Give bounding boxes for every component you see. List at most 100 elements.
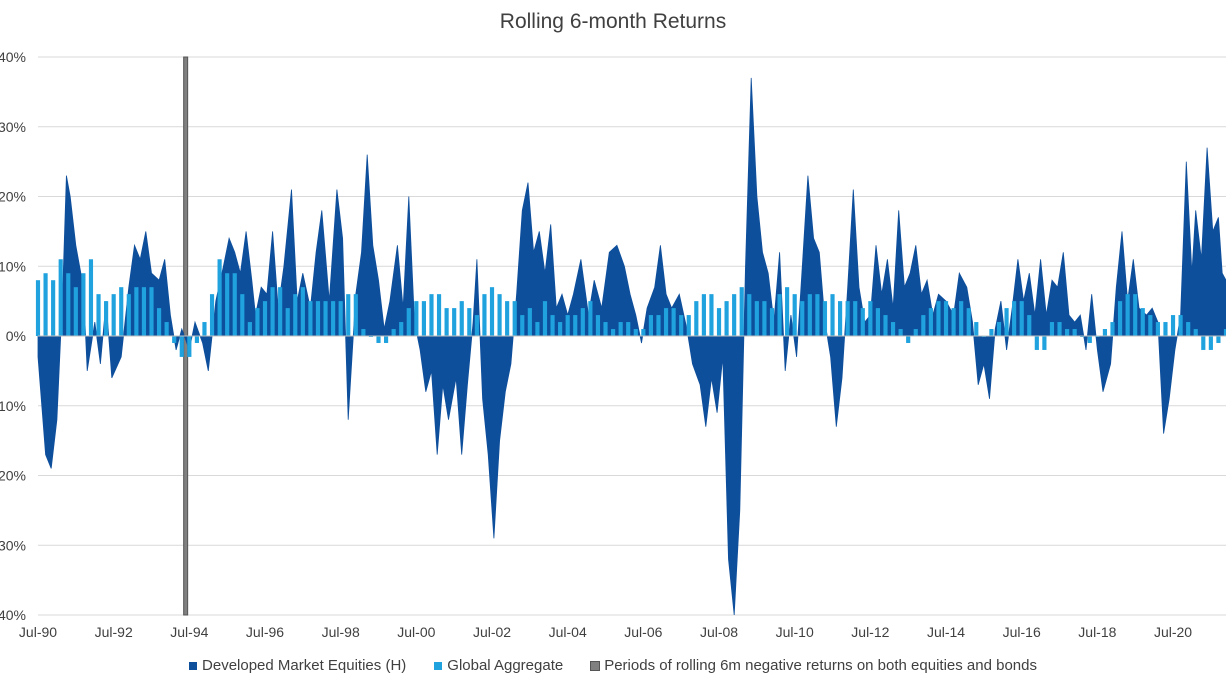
equities-area — [37, 77, 1226, 616]
aggregate-bar — [1057, 322, 1062, 336]
y-axis-ticks: 40% 30% 20% 10% 0% -10% -20% -30% -40% — [0, 49, 26, 623]
aggregate-bar — [43, 273, 48, 336]
aggregate-bar — [739, 287, 744, 336]
chart-title: Rolling 6-month Returns — [499, 10, 727, 33]
aggregate-bar — [391, 329, 396, 336]
aggregate-bar — [716, 308, 722, 336]
aggregate-bar — [542, 301, 548, 336]
aggregate-bar — [141, 287, 147, 336]
aggregate-bar — [346, 294, 351, 336]
x-tick-label: Jul-06 — [624, 624, 662, 640]
aggregate-bar — [444, 308, 449, 336]
aggregate-bar — [943, 301, 949, 336]
legend-swatch-negative-periods — [590, 660, 601, 671]
y-tick-label: 40% — [0, 49, 26, 65]
aggregate-bar — [663, 308, 669, 336]
aggregate-bar — [520, 315, 525, 336]
aggregate-bar — [308, 301, 313, 336]
aggregate-bar — [414, 301, 419, 336]
legend-label-equities: Developed Market Equities (H) — [202, 657, 407, 674]
aggregate-bar — [611, 329, 616, 336]
y-tick-label: -20% — [0, 468, 26, 484]
aggregate-bar — [156, 308, 162, 336]
aggregate-bar — [1170, 315, 1176, 336]
x-tick-label: Jul-10 — [776, 624, 814, 640]
aggregate-bar — [1117, 301, 1123, 336]
aggregate-bar — [883, 315, 888, 336]
aggregate-bar — [959, 301, 964, 336]
aggregate-bar — [527, 308, 532, 336]
aggregate-bar — [641, 329, 646, 336]
aggregate-bar — [792, 294, 797, 336]
aggregate-bar — [868, 301, 873, 336]
aggregate-bar — [202, 322, 207, 336]
aggregate-bar — [194, 336, 199, 343]
x-tick-label: Jul-16 — [1003, 624, 1041, 640]
aggregate-bar — [754, 301, 759, 336]
aggregate-bar — [66, 273, 71, 336]
aggregate-bar — [588, 301, 593, 336]
aggregate-bar — [928, 308, 933, 336]
aggregate-bar — [671, 308, 676, 336]
aggregate-bar — [807, 294, 812, 336]
aggregate-bar — [1110, 322, 1115, 336]
aggregate-bar — [762, 301, 767, 336]
aggregate-bar — [913, 329, 918, 336]
x-tick-label: Jul-04 — [549, 624, 587, 640]
legend: Developed Market Equities (H) Global Agg… — [0, 657, 1226, 674]
aggregate-bar — [800, 301, 805, 336]
y-tick-label: 20% — [0, 189, 26, 205]
x-tick-label: Jul-14 — [927, 624, 965, 640]
aggregate-bar — [996, 322, 1002, 336]
aggregate-bar — [104, 301, 109, 336]
aggregate-bar — [974, 322, 979, 336]
aggregate-bar — [285, 308, 290, 336]
aggregate-bar — [467, 308, 472, 336]
aggregate-bar — [1208, 336, 1213, 350]
aggregate-bar — [300, 287, 305, 336]
aggregate-bar — [1004, 308, 1009, 336]
aggregate-bar — [172, 336, 177, 343]
aggregate-bar — [648, 315, 653, 336]
aggregate-bar — [225, 273, 230, 336]
aggregate-bar — [217, 259, 222, 336]
aggregate-bar — [1155, 322, 1160, 336]
aggregate-bar — [558, 322, 563, 336]
aggregate-bar — [278, 287, 283, 336]
aggregate-bar — [694, 301, 699, 336]
x-tick-label: Jul-90 — [19, 624, 57, 640]
y-tick-label: 0% — [6, 328, 26, 344]
aggregate-bar — [785, 287, 790, 336]
x-tick-label: Jul-98 — [322, 624, 360, 640]
aggregate-bar — [149, 287, 154, 336]
aggregate-bar — [951, 308, 956, 336]
aggregate-bar — [1201, 336, 1206, 350]
legend-item-aggregate: Global Aggregate — [434, 657, 563, 674]
y-tick-label: -40% — [0, 607, 26, 623]
aggregate-bar — [966, 308, 971, 336]
x-tick-label: Jul-96 — [246, 624, 284, 640]
aggregate-bar — [505, 301, 510, 336]
aggregate-bar — [315, 301, 321, 336]
aggregate-bar — [232, 273, 237, 336]
aggregate-bar — [452, 308, 457, 336]
chart-plot: 40%30%20%10%0%-10%-20%-30%-40% Jul-90Jul… — [0, 49, 1226, 640]
aggregate-bar — [724, 301, 729, 336]
aggregate-bar — [1034, 336, 1039, 350]
aggregate-bar — [1087, 336, 1092, 343]
aggregate-bar — [656, 315, 661, 336]
aggregate-bar — [512, 301, 517, 336]
aggregate-bar — [361, 329, 366, 336]
aggregate-bar — [399, 322, 404, 336]
aggregate-bar — [679, 315, 684, 336]
aggregate-bar — [81, 273, 86, 336]
aggregate-bar — [111, 294, 116, 336]
aggregate-bar — [701, 294, 706, 336]
legend-label-aggregate: Global Aggregate — [447, 657, 564, 674]
x-tick-label: Jul-18 — [1078, 624, 1116, 640]
aggregate-bar — [436, 294, 442, 336]
aggregate-bar — [580, 308, 585, 336]
aggregate-bar — [822, 301, 828, 336]
aggregate-bar — [769, 308, 775, 336]
aggregate-bar — [1133, 294, 1138, 336]
